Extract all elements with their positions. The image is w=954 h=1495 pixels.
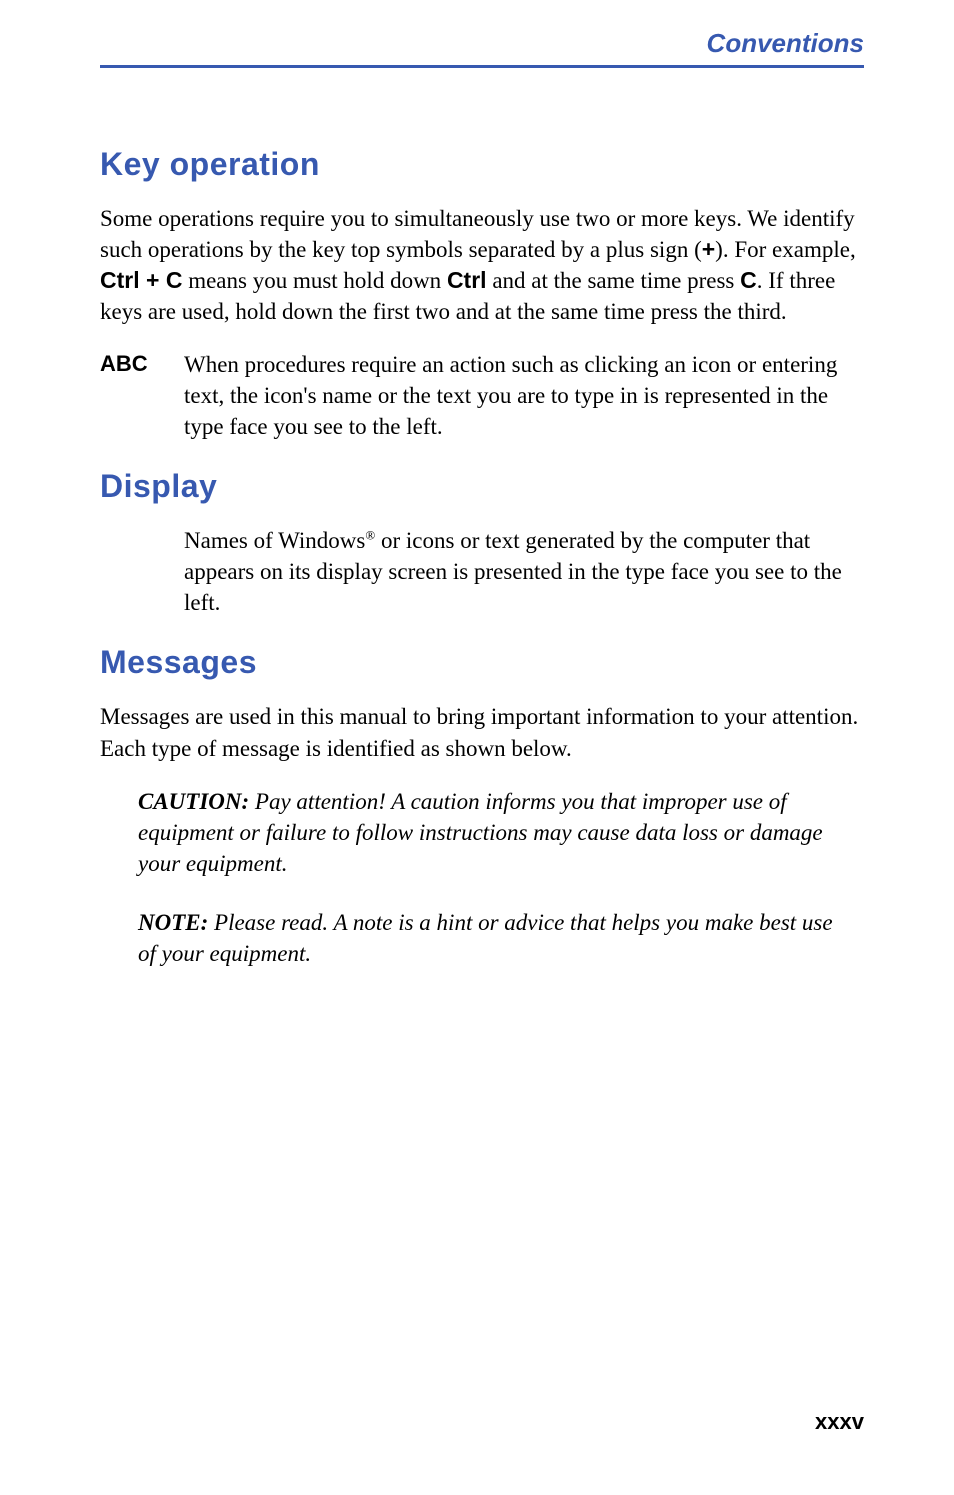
text-fragment: Names of Windows [184, 528, 365, 553]
note-message: NOTE: Please read. A note is a hint or a… [138, 907, 834, 969]
registered-symbol: ® [365, 528, 375, 543]
header-rule [100, 65, 864, 68]
abc-body: When procedures require an action such a… [184, 349, 864, 442]
display-body: Names of Windows® or icons or text gener… [184, 525, 864, 618]
text-fragment: and at the same time press [487, 268, 741, 293]
key-operation-paragraph: Some operations require you to simultane… [100, 203, 864, 327]
note-label: NOTE: [138, 910, 208, 935]
text-fragment: ). For example, [715, 237, 856, 262]
key-plus-symbol: + [702, 236, 715, 262]
caution-label: CAUTION: [138, 789, 249, 814]
note-body: Please read. A note is a hint or advice … [138, 910, 833, 966]
key-c: C [740, 267, 757, 293]
key-ctrl: Ctrl [447, 267, 487, 293]
heading-key-operation: Key operation [100, 146, 864, 183]
messages-intro: Messages are used in this manual to brin… [100, 701, 864, 763]
caution-message: CAUTION: Pay attention! A caution inform… [138, 786, 834, 879]
heading-messages: Messages [100, 644, 864, 681]
text-fragment: means you must hold down [182, 268, 447, 293]
page-number: xxxv [100, 1409, 864, 1435]
abc-label: ABC [100, 349, 184, 442]
running-head: Conventions [100, 28, 864, 65]
heading-display: Display [100, 468, 864, 505]
page: Conventions Key operation Some operation… [0, 0, 954, 1495]
key-ctrl-c: Ctrl + C [100, 267, 182, 293]
abc-definition-row: ABC When procedures require an action su… [100, 349, 864, 442]
